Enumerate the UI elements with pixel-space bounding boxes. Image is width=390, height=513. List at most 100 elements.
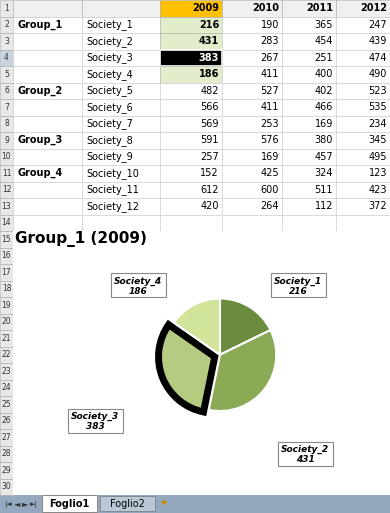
Bar bbox=[336, 0, 390, 16]
Bar bbox=[82, 330, 160, 346]
Bar bbox=[13, 33, 82, 49]
Bar bbox=[82, 99, 160, 115]
Bar bbox=[82, 363, 160, 380]
Bar bbox=[336, 412, 390, 429]
Text: 523: 523 bbox=[369, 86, 387, 96]
Text: 10: 10 bbox=[2, 152, 11, 161]
Text: 123: 123 bbox=[369, 168, 387, 178]
Text: 527: 527 bbox=[260, 86, 279, 96]
Text: 600: 600 bbox=[261, 185, 279, 195]
Text: 591: 591 bbox=[200, 135, 219, 145]
Bar bbox=[13, 363, 82, 380]
Text: Society_10: Society_10 bbox=[86, 168, 139, 179]
Bar bbox=[82, 198, 160, 214]
Bar bbox=[13, 462, 82, 479]
Bar bbox=[13, 297, 82, 313]
Text: 24: 24 bbox=[2, 383, 11, 392]
Text: 257: 257 bbox=[200, 152, 219, 162]
Bar bbox=[336, 363, 390, 380]
Text: 8: 8 bbox=[4, 119, 9, 128]
Text: 234: 234 bbox=[369, 119, 387, 129]
Bar bbox=[336, 115, 390, 132]
Bar bbox=[282, 16, 336, 33]
Bar bbox=[282, 380, 336, 396]
Text: 383: 383 bbox=[199, 53, 219, 63]
Text: 264: 264 bbox=[261, 201, 279, 211]
Bar bbox=[282, 247, 336, 264]
Bar bbox=[0, 380, 13, 396]
Bar bbox=[160, 16, 222, 33]
Bar bbox=[336, 182, 390, 198]
Bar bbox=[222, 412, 282, 429]
Bar bbox=[13, 99, 82, 115]
Bar bbox=[100, 496, 155, 511]
Bar bbox=[336, 429, 390, 445]
Bar bbox=[336, 198, 390, 214]
Text: 190: 190 bbox=[261, 19, 279, 30]
Bar bbox=[0, 462, 13, 479]
Bar bbox=[82, 148, 160, 165]
Bar bbox=[82, 33, 160, 49]
Bar bbox=[82, 165, 160, 182]
Bar bbox=[0, 0, 13, 16]
Text: ◄: ◄ bbox=[14, 500, 21, 508]
Bar bbox=[0, 445, 13, 462]
Text: 324: 324 bbox=[314, 168, 333, 178]
Bar bbox=[336, 479, 390, 495]
Bar bbox=[336, 49, 390, 66]
Bar bbox=[336, 297, 390, 313]
Text: 26: 26 bbox=[2, 416, 11, 425]
Bar bbox=[282, 445, 336, 462]
Bar bbox=[13, 0, 82, 16]
Bar bbox=[0, 49, 13, 66]
Text: 169: 169 bbox=[315, 119, 333, 129]
Bar bbox=[160, 412, 222, 429]
Bar bbox=[82, 396, 160, 412]
Bar bbox=[222, 346, 282, 363]
Text: 25: 25 bbox=[2, 400, 11, 409]
Text: 23: 23 bbox=[2, 367, 11, 376]
Bar bbox=[13, 16, 82, 33]
Text: 566: 566 bbox=[200, 102, 219, 112]
Bar bbox=[0, 16, 13, 33]
Bar bbox=[13, 214, 82, 231]
Bar bbox=[0, 297, 13, 313]
Text: ►: ► bbox=[22, 500, 28, 508]
Text: 283: 283 bbox=[261, 36, 279, 46]
Bar bbox=[13, 330, 82, 346]
Bar bbox=[282, 264, 336, 281]
Bar bbox=[160, 99, 222, 115]
Bar bbox=[0, 182, 13, 198]
Bar bbox=[336, 313, 390, 330]
Bar bbox=[336, 214, 390, 231]
Bar bbox=[222, 0, 282, 16]
Bar bbox=[82, 380, 160, 396]
Bar bbox=[282, 297, 336, 313]
Bar bbox=[13, 132, 82, 148]
Bar bbox=[160, 198, 222, 214]
Bar bbox=[13, 66, 82, 83]
Bar bbox=[336, 247, 390, 264]
Text: 169: 169 bbox=[261, 152, 279, 162]
Text: ✦: ✦ bbox=[160, 499, 168, 509]
Bar bbox=[336, 462, 390, 479]
Bar bbox=[82, 346, 160, 363]
Text: Society_12: Society_12 bbox=[86, 201, 139, 212]
Bar bbox=[160, 49, 222, 66]
Bar bbox=[222, 115, 282, 132]
Bar bbox=[282, 462, 336, 479]
Bar bbox=[0, 396, 13, 412]
Text: 383: 383 bbox=[86, 422, 105, 431]
Bar bbox=[282, 346, 336, 363]
Bar bbox=[160, 214, 222, 231]
Bar bbox=[222, 99, 282, 115]
Text: Society_11: Society_11 bbox=[86, 184, 139, 195]
Text: 28: 28 bbox=[2, 449, 11, 458]
Bar bbox=[0, 231, 13, 247]
Bar bbox=[13, 148, 82, 165]
Text: Society_6: Society_6 bbox=[86, 102, 133, 113]
Bar bbox=[282, 313, 336, 330]
Bar bbox=[82, 462, 160, 479]
Bar bbox=[336, 66, 390, 83]
Bar bbox=[0, 132, 13, 148]
